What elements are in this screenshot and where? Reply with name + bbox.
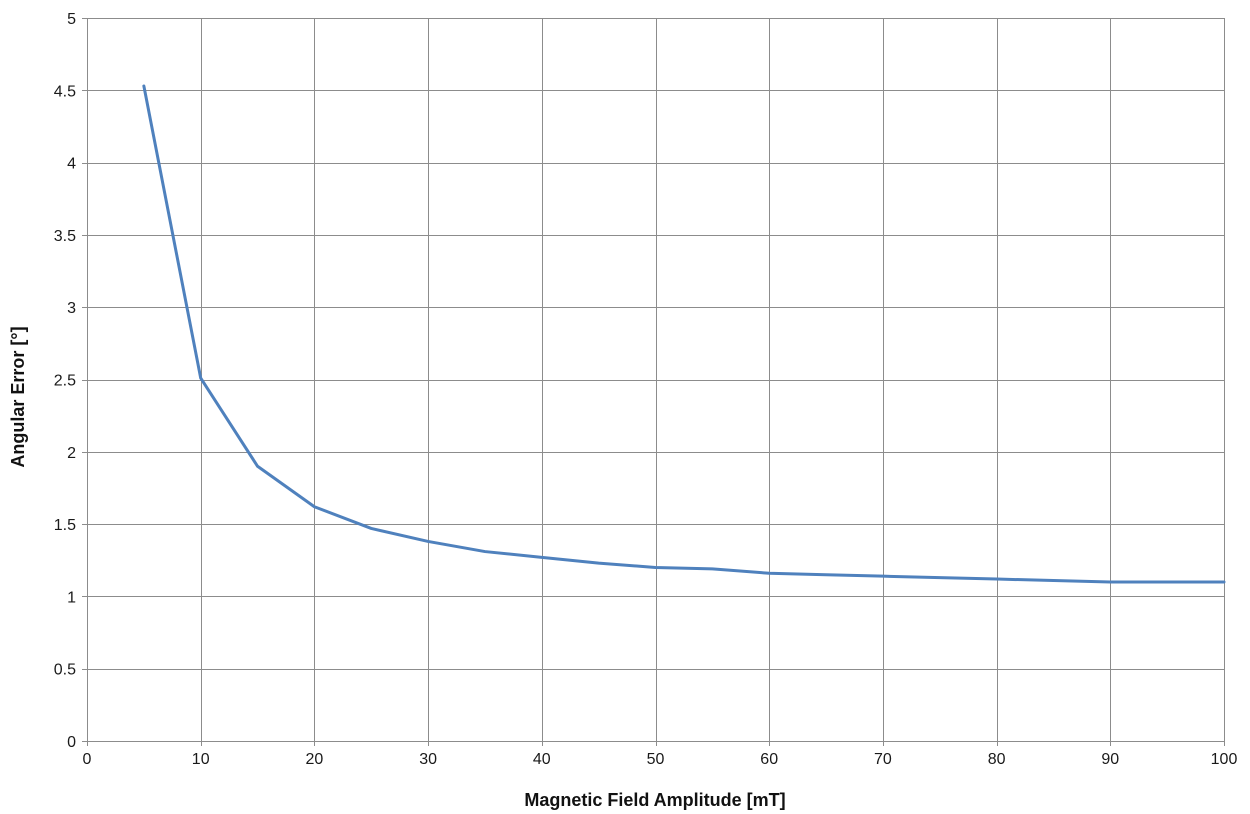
x-tick-label: 30 [419,751,437,768]
series-group [142,84,1226,584]
y-tick-label: 2.5 [54,373,76,390]
axes [82,17,1226,746]
y-tick-label: 0.5 [54,662,76,679]
y-tick-label: 0 [67,734,76,751]
y-tick-label: 3.5 [54,228,76,245]
y-tick-label: 4 [67,156,76,173]
x-tick-label: 10 [192,751,210,768]
x-tick-labels: 0 10 20 30 40 50 60 70 80 90 100 [83,751,1238,768]
x-tick-label: 100 [1211,751,1238,768]
y-axis-title: Angular Error [°] [8,326,28,467]
y-gridlines [87,18,1224,742]
y-tick-label: 2 [67,445,76,462]
y-tick-label: 3 [67,300,76,317]
y-tick-label: 1.5 [54,517,76,534]
x-tick-label: 0 [83,751,92,768]
x-tick-label: 20 [306,751,324,768]
x-tick-label: 90 [1101,751,1119,768]
y-tick-labels: 0 0.5 1 1.5 2 2.5 3 3.5 4 4.5 5 [54,11,76,751]
x-tick-label: 60 [760,751,778,768]
x-axis-title: Magnetic Field Amplitude [mT] [524,790,785,810]
y-tick-label: 4.5 [54,83,76,100]
x-tick-label: 50 [647,751,665,768]
x-tick-label: 70 [874,751,892,768]
x-tick-label: 40 [533,751,551,768]
series-line-0 [142,84,1226,584]
x-tick-label: 80 [988,751,1006,768]
x-gridlines [87,18,1225,741]
y-tick-label: 1 [67,589,76,606]
y-tick-label: 5 [67,11,76,28]
